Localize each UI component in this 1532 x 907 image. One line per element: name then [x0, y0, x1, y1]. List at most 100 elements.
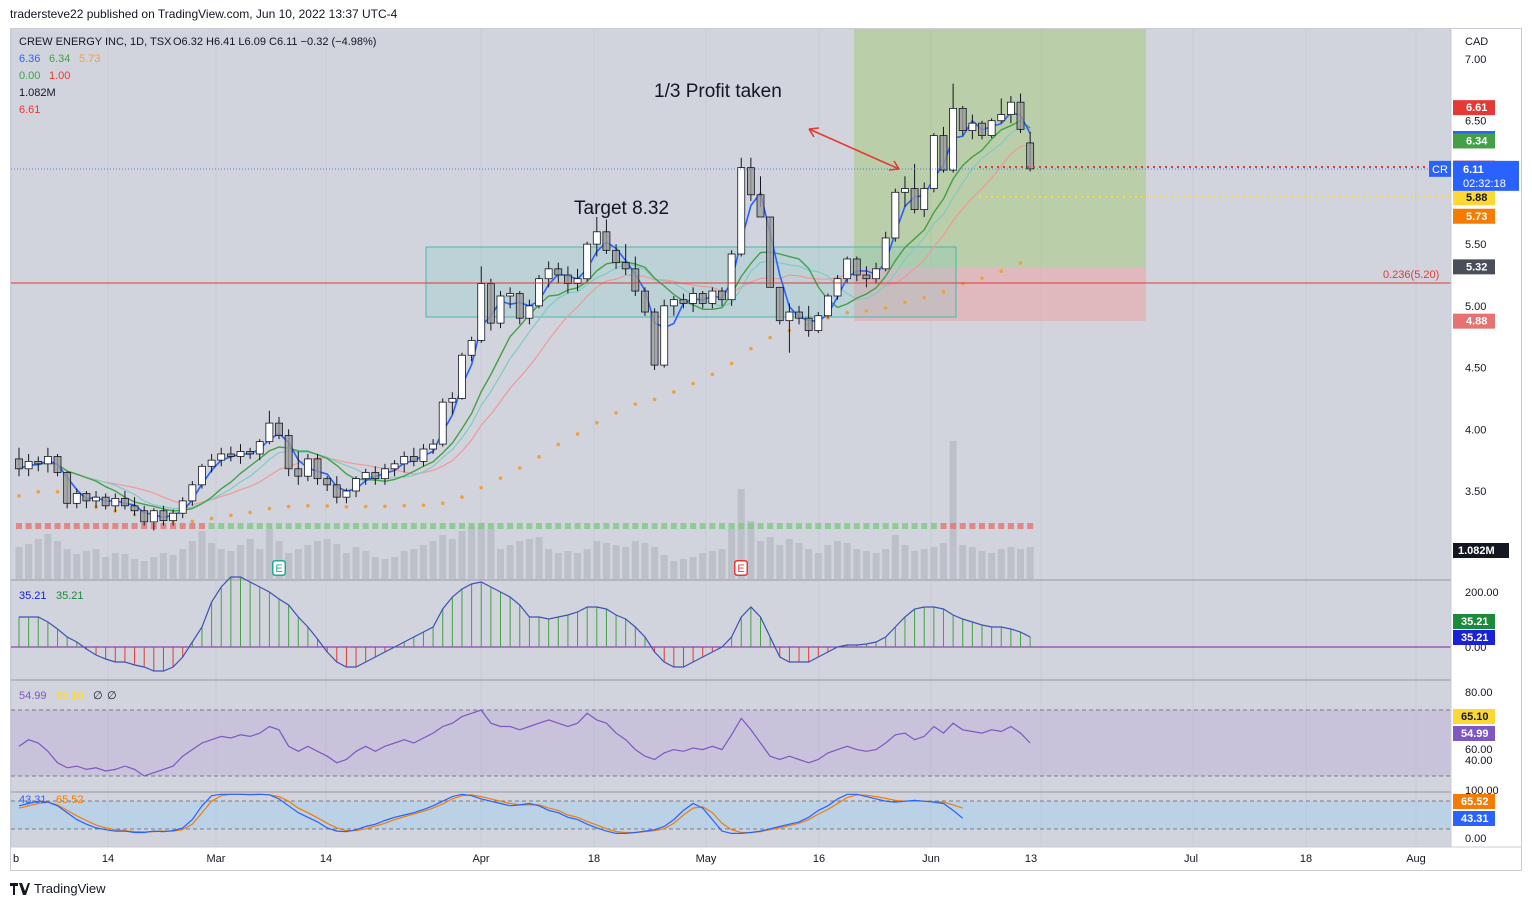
signal-dot [959, 523, 966, 529]
candle-body [53, 456, 62, 473]
candle [159, 505, 168, 526]
signal-dot [853, 523, 860, 529]
volume-bar [468, 527, 476, 579]
stoch-k-line [18, 793, 964, 834]
signal-dot [314, 523, 321, 529]
date-tick: 14 [320, 853, 332, 865]
price-badge [1453, 313, 1495, 329]
volume-bar [593, 541, 601, 579]
volume-bar [44, 534, 52, 579]
profit-zone [854, 29, 1146, 267]
candle-body [477, 283, 486, 341]
signal-dot [988, 523, 995, 529]
candle [458, 352, 466, 400]
signal-dot [882, 523, 889, 529]
volume-bar [246, 539, 254, 579]
signal-dot [102, 523, 109, 529]
date-tick: Aug [1406, 853, 1426, 865]
volume-bar [179, 549, 187, 579]
candle [718, 287, 726, 306]
candle [592, 216, 601, 257]
candle [400, 451, 409, 473]
candle-body [371, 472, 380, 480]
candles[interactable] [15, 83, 1035, 531]
signal-dot [747, 523, 754, 529]
candle-body [910, 188, 919, 210]
price-badge [1453, 190, 1495, 206]
volume-bar [891, 535, 899, 579]
volume-bar [342, 553, 350, 579]
signal-dot [555, 523, 562, 529]
volume-bar [400, 551, 408, 579]
macd-line [19, 576, 1031, 672]
volume-bar [448, 539, 456, 579]
candle-body [583, 243, 592, 280]
candle [535, 275, 543, 309]
candle-body [881, 237, 890, 270]
ma-orange-dot [980, 276, 984, 280]
candle-body [650, 311, 659, 366]
candle-body [506, 293, 515, 297]
volume-bar [54, 541, 62, 579]
candle [284, 429, 293, 477]
candle-body [352, 478, 360, 492]
ma-orange-dot [383, 504, 387, 509]
candle [756, 176, 765, 218]
candle [746, 157, 755, 201]
ma-orange-dot [922, 295, 927, 300]
candle [1026, 131, 1035, 172]
ma-orange-dot [344, 505, 349, 509]
volume-bar [862, 551, 870, 579]
volume-bar [853, 549, 861, 579]
candle-body [785, 311, 794, 322]
volume-bar [487, 529, 495, 579]
signal-dot [247, 523, 254, 529]
volume-bar [699, 553, 707, 579]
candle-body [939, 135, 948, 171]
volume-bar [15, 547, 23, 579]
candle-body [949, 107, 958, 171]
price-tick: 5.50 [1465, 239, 1486, 251]
candle [506, 287, 515, 309]
candle-body [1026, 142, 1035, 170]
candle-body [641, 290, 649, 313]
candle-body [101, 496, 110, 507]
candle [429, 439, 437, 454]
volume-bar [882, 549, 890, 579]
candle-body [121, 498, 129, 507]
signal-dot [227, 523, 234, 529]
price-badge-text: 5.88 [1466, 192, 1487, 204]
signal-dot [256, 523, 263, 529]
earnings-badge-inner [735, 561, 747, 575]
date-tick: May [696, 853, 717, 865]
volume-bar [776, 545, 784, 579]
candle-body [746, 167, 755, 196]
signal-dot [613, 523, 620, 529]
volume-bar [381, 559, 389, 579]
volume-bar [314, 541, 322, 579]
signal-dot [651, 523, 658, 529]
candle [891, 188, 900, 242]
position-zones [425, 29, 1146, 321]
candle [939, 126, 948, 173]
signal-dot [141, 523, 148, 529]
signal-dot [468, 523, 475, 529]
ma-orange-dot [749, 346, 753, 351]
volume-bar [834, 541, 842, 579]
signal-dot [690, 523, 697, 529]
signal-dot [73, 523, 80, 529]
candle-body [207, 459, 216, 467]
chart-frame[interactable]: 0.236(5.20) 1/3 Profit taken Target 8.32 E E… [10, 28, 1522, 871]
volume-badge [1453, 543, 1509, 558]
candle-body [621, 262, 630, 270]
volume-bar [708, 551, 716, 579]
macd-badge-1-text: 35.21 [1461, 616, 1489, 628]
ma-orange-dot [614, 410, 618, 415]
signal-dot [950, 523, 957, 529]
chart-svg[interactable]: 0.236(5.20) 1/3 Profit taken Target 8.32 E E… [10, 29, 1521, 870]
rsi-badge-1-text: 65.10 [1461, 711, 1489, 723]
candle [43, 447, 52, 473]
candle-body [602, 231, 611, 251]
price-tick: 3.50 [1465, 486, 1486, 498]
stoch-legend-2: 65.52 [56, 794, 84, 806]
